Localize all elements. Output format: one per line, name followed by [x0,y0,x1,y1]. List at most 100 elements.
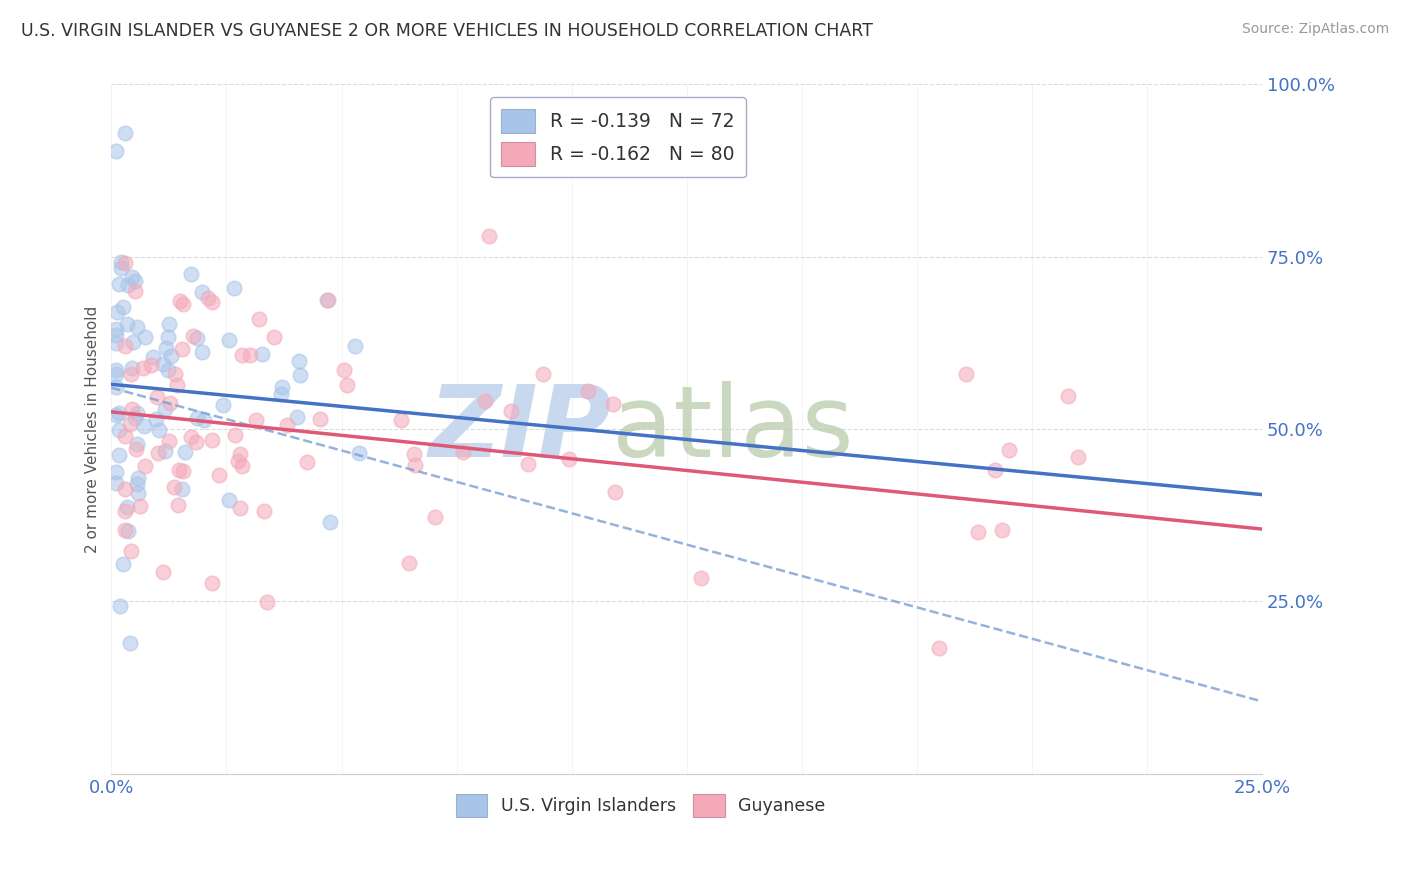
Point [120,367,142,381]
Point [169,463,191,477]
Point [928,640,950,655]
Point [105,476,128,491]
Point [191,345,214,359]
Point [160,349,183,363]
Point [250,347,273,361]
Point [105,465,128,479]
Point [111,557,134,571]
Point [152,565,174,579]
Point [146,446,169,460]
Point [127,406,149,420]
Point [224,428,246,442]
Point [425,509,447,524]
Point [121,361,143,376]
Point [222,281,245,295]
Point [183,329,205,343]
Point [180,430,202,444]
Point [285,409,308,424]
Point [172,342,194,356]
Point [114,504,136,518]
Point [398,557,420,571]
Point [218,493,240,508]
Point [316,293,339,308]
Legend: U.S. Virgin Islanders, Guyanese: U.S. Virgin Islanders, Guyanese [449,788,832,823]
Point [108,277,131,292]
Point [201,433,224,447]
Point [170,482,193,496]
Text: Source: ZipAtlas.com: Source: ZipAtlas.com [1241,22,1389,37]
Point [1067,450,1090,464]
Point [127,437,149,451]
Point [159,396,181,410]
Point [105,379,128,393]
Point [336,378,359,392]
Point [124,442,146,456]
Point [114,482,136,496]
Point [108,423,131,437]
Point [558,451,581,466]
Point [121,270,143,285]
Point [114,523,136,537]
Point [127,477,149,491]
Point [516,457,538,471]
Point [247,312,270,326]
Point [295,455,318,469]
Point [190,285,212,299]
Point [984,463,1007,477]
Point [231,348,253,362]
Point [172,296,194,310]
Point [193,413,215,427]
Point [129,499,152,513]
Point [270,387,292,401]
Point [602,397,624,411]
Point [134,458,156,473]
Point [105,367,128,381]
Point [288,353,311,368]
Point [124,411,146,425]
Point [404,458,426,472]
Point [690,571,713,585]
Point [404,447,426,461]
Point [228,447,250,461]
Point [276,418,298,433]
Point [114,339,136,353]
Point [997,442,1019,457]
Point [165,367,187,381]
Point [238,348,260,362]
Point [332,362,354,376]
Point [134,330,156,344]
Point [218,334,240,348]
Point [186,331,208,345]
Point [105,145,128,159]
Point [127,471,149,485]
Point [1057,389,1080,403]
Point [474,394,496,409]
Point [603,484,626,499]
Point [316,293,339,308]
Point [229,500,252,515]
Point [211,398,233,412]
Point [124,284,146,298]
Point [118,636,141,650]
Point [159,317,181,331]
Point [226,453,249,467]
Point [152,357,174,371]
Point [146,391,169,405]
Point [148,423,170,437]
Point [121,402,143,417]
Point [117,278,139,293]
Point [245,413,267,427]
Point [141,358,163,372]
Point [108,406,131,420]
Point [155,341,177,355]
Point [343,339,366,353]
Point [197,291,219,305]
Point [499,404,522,418]
Point [533,367,555,381]
Point [124,274,146,288]
Point [169,294,191,309]
Point [157,434,180,448]
Point [111,301,134,315]
Point [105,408,128,422]
Point [156,362,179,376]
